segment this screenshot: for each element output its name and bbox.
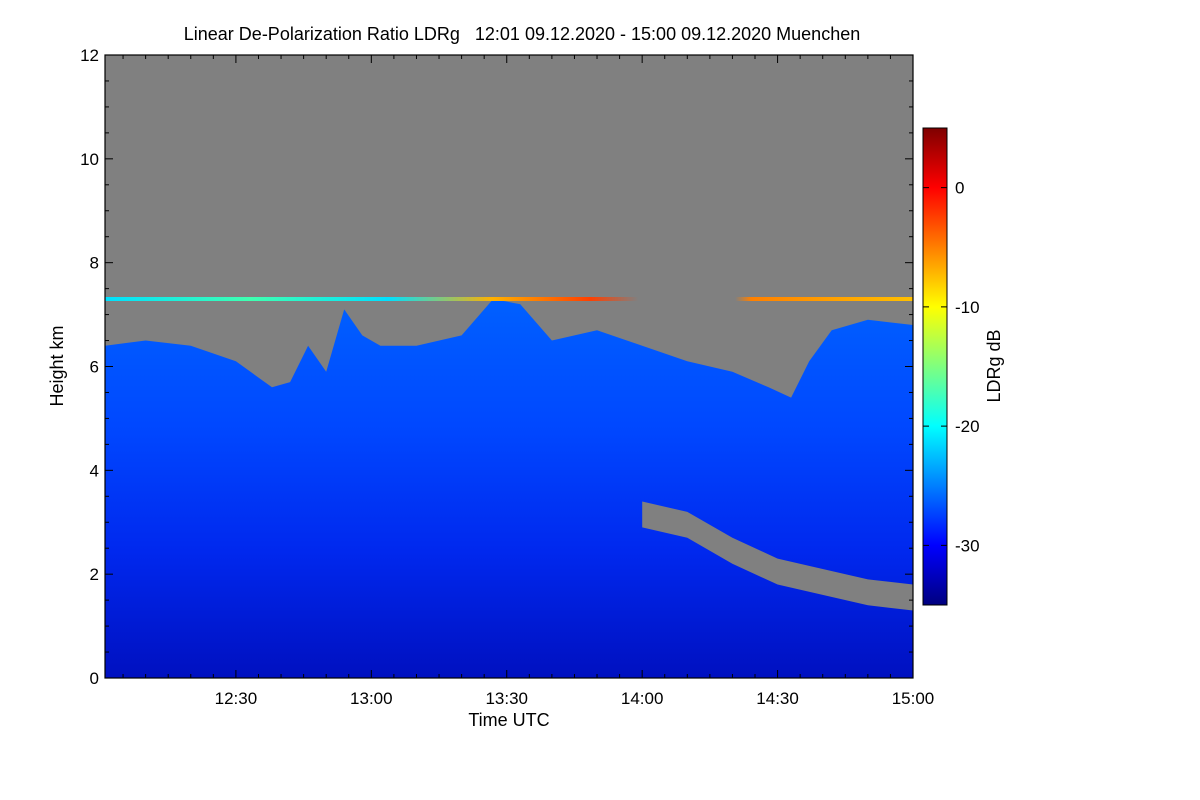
x-axis-title: Time UTC — [468, 710, 549, 730]
y-tick-label: 10 — [80, 150, 99, 169]
colorbar-tick-label: 0 — [955, 179, 964, 198]
x-tick-label: 15:00 — [892, 689, 935, 708]
x-tick-label: 14:00 — [621, 689, 664, 708]
colorbar-scale — [922, 127, 948, 606]
y-axis-title: Height km — [47, 325, 67, 406]
y-axis: 0 2 4 6 8 10 12 — [80, 46, 913, 688]
x-tick-label: 13:00 — [350, 689, 393, 708]
x-tick-label: 13:30 — [485, 689, 528, 708]
x-tick-label: 12:30 — [215, 689, 258, 708]
subcloud-gap — [642, 501, 913, 611]
colorbar-tick-label: -10 — [955, 298, 980, 317]
y-tick-label: 8 — [90, 254, 99, 273]
y-tick-label: 2 — [90, 565, 99, 584]
x-tick-label: 14:30 — [756, 689, 799, 708]
y-tick-label: 0 — [90, 669, 99, 688]
y-tick-label: 12 — [80, 46, 99, 65]
colorbar-tick-label: -30 — [955, 536, 980, 555]
y-tick-label: 6 — [90, 358, 99, 377]
cloud-region — [105, 299, 913, 678]
colorbar: 0 -10 -20 -30 — [922, 127, 980, 606]
colorbar-tick-label: -20 — [955, 417, 980, 436]
colorbar-label: LDRg dB — [984, 329, 1004, 402]
y-tick-label: 4 — [90, 461, 99, 480]
x-axis: 12:30 13:00 13:30 14:00 14:30 15:00 — [122, 55, 935, 708]
chart-title: Linear De-Polarization Ratio LDRg 12:01 … — [184, 24, 860, 44]
plot-area — [105, 55, 913, 678]
bright-band — [105, 297, 913, 301]
